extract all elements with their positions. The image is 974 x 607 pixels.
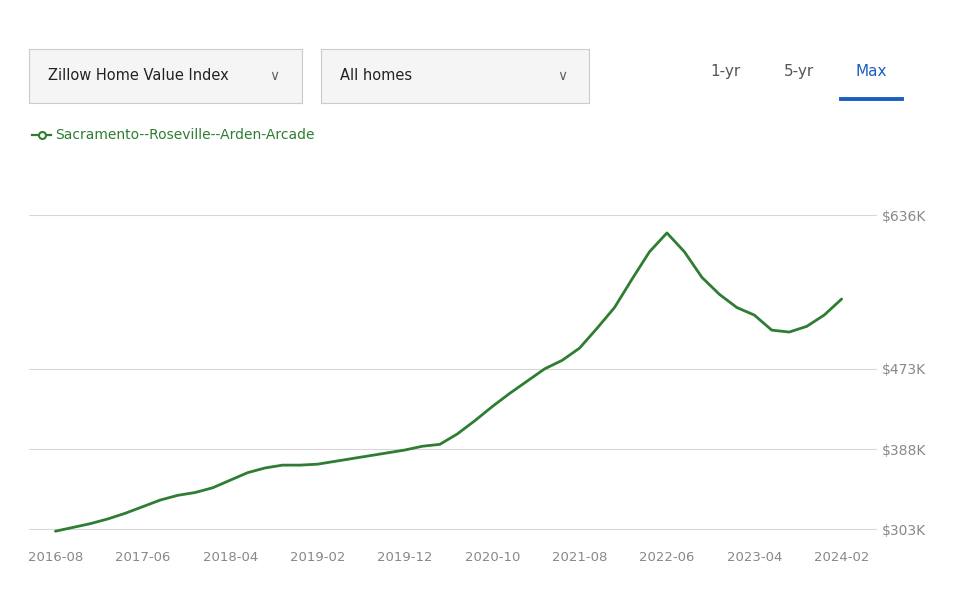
Text: ∨: ∨ (557, 69, 568, 83)
Text: Max: Max (856, 64, 887, 79)
Text: 5-yr: 5-yr (783, 64, 814, 79)
Text: ∨: ∨ (270, 69, 280, 83)
Text: Zillow Home Value Index: Zillow Home Value Index (49, 69, 229, 83)
Text: Sacramento--Roseville--Arden-Arcade: Sacramento--Roseville--Arden-Arcade (56, 128, 315, 142)
Text: 1-yr: 1-yr (710, 64, 741, 79)
Text: All homes: All homes (340, 69, 412, 83)
